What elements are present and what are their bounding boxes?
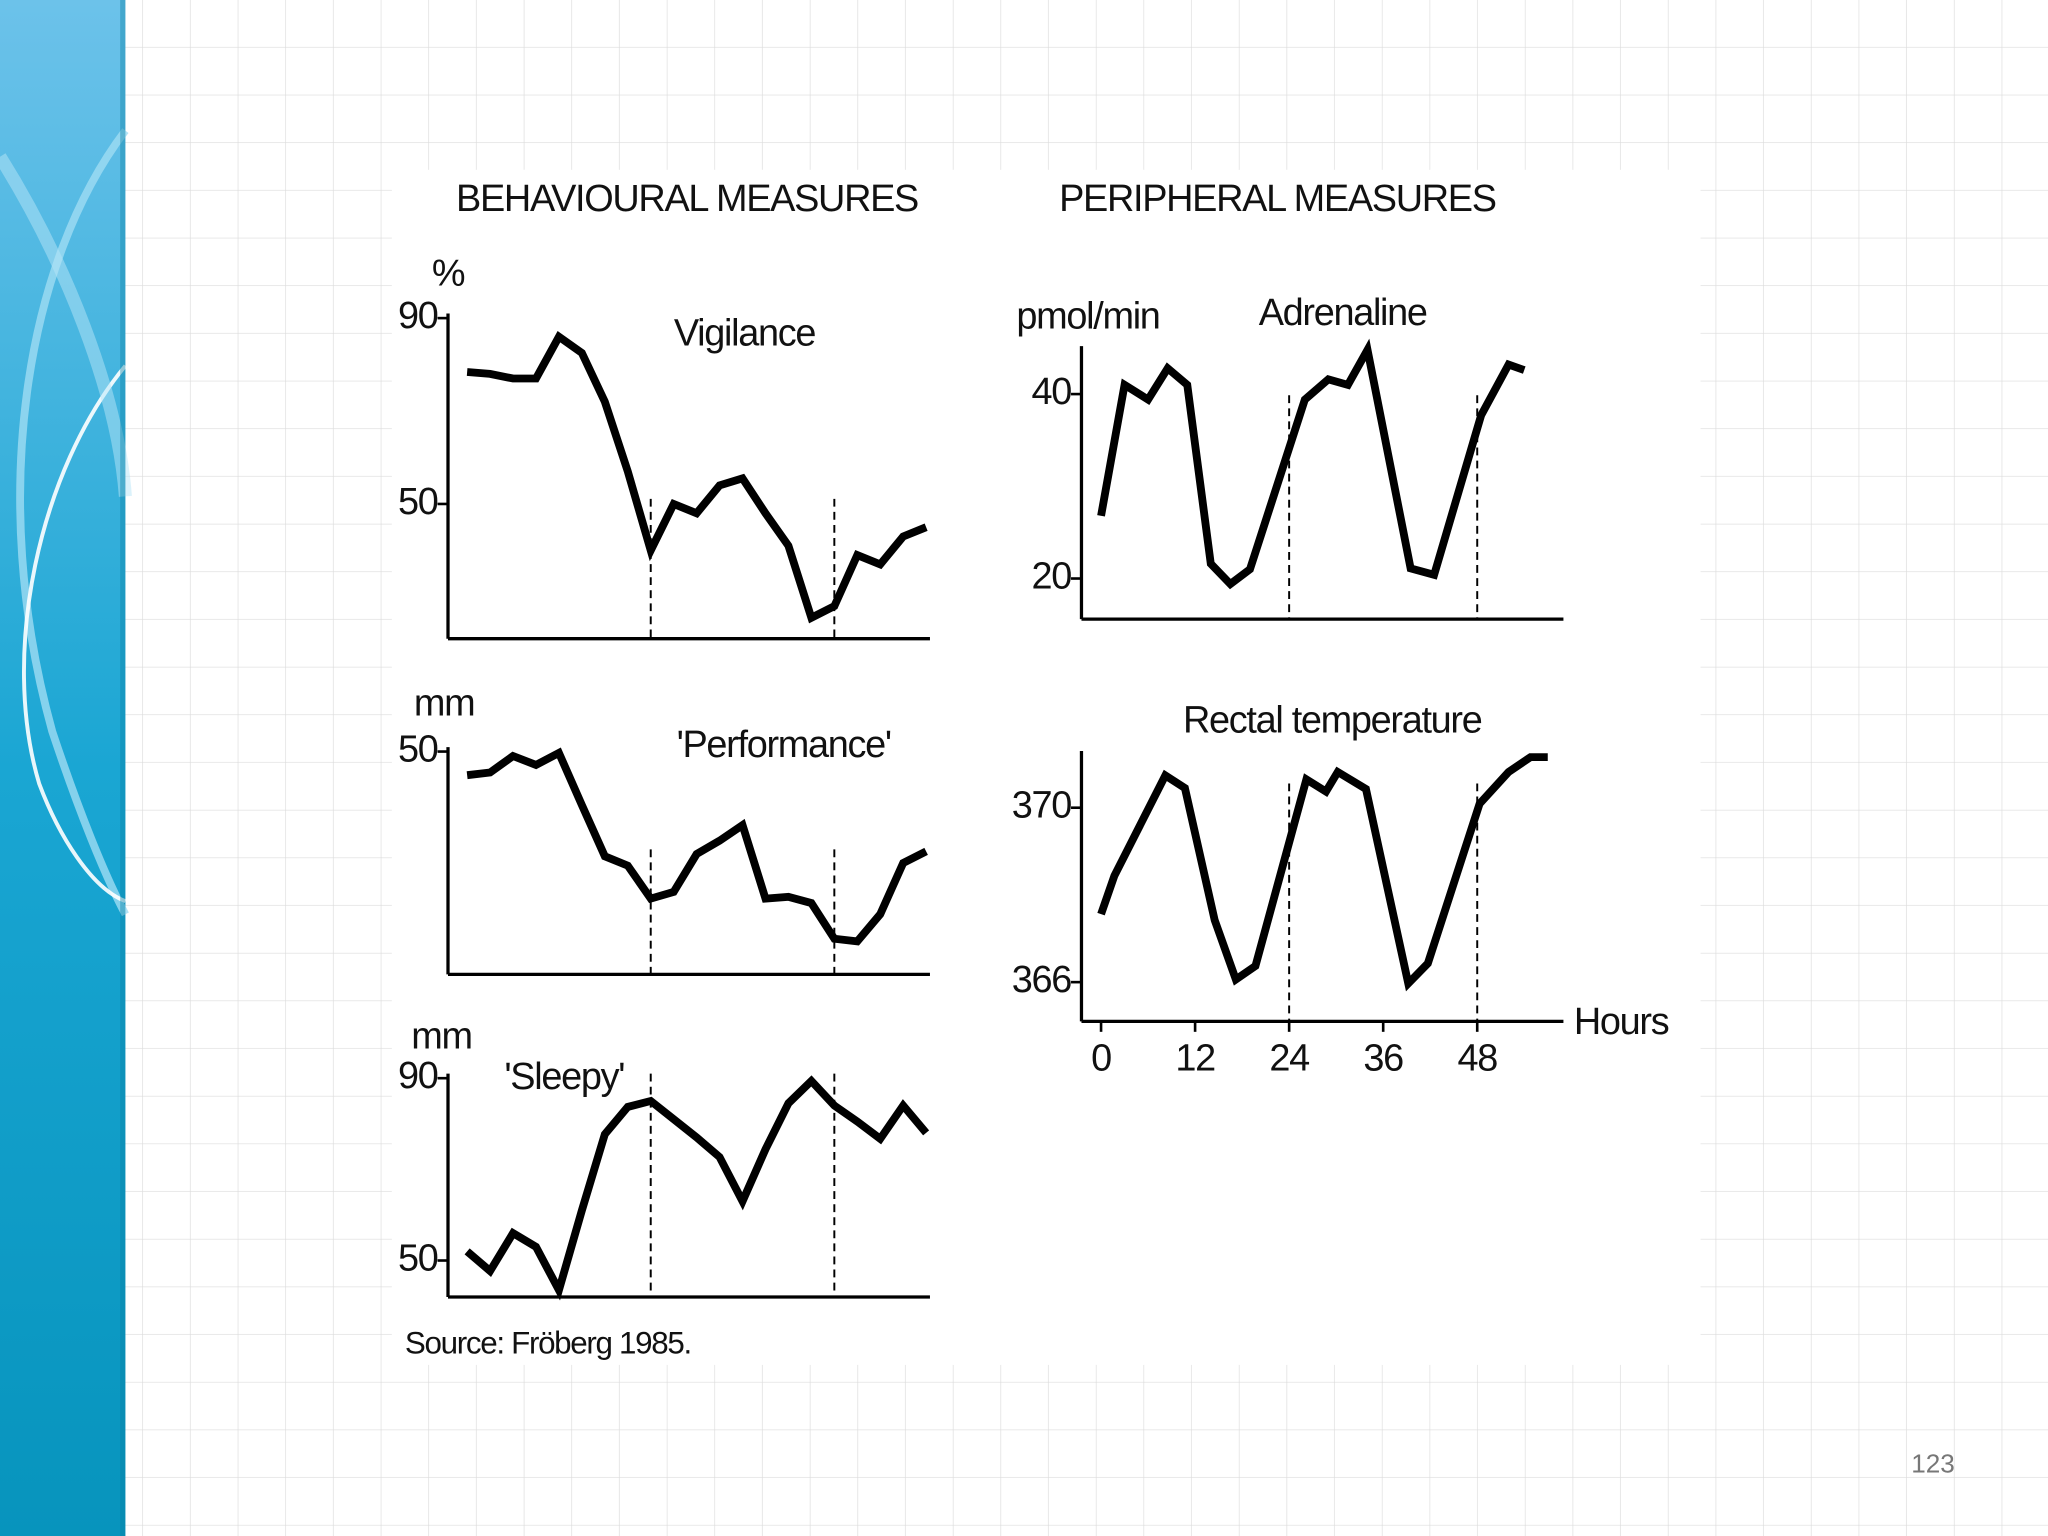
side-band [0,0,132,1536]
page-number: 123 [1911,1448,1955,1478]
y-tick-label: 370 [1012,785,1071,827]
chart-title: 'Sleepy' [504,1056,624,1098]
data-line [466,747,928,946]
y-tick-label: 50 [398,481,438,523]
y-tick-label: 50 [398,1238,438,1280]
x-tick-label: 36 [1363,1038,1403,1080]
chart-title: Rectal temperature [1183,699,1482,741]
chart-title: 'Performance' [677,724,891,766]
x-tick-label: 0 [1091,1038,1111,1080]
figure-panel [391,169,1701,1365]
y-tick-label: 50 [398,729,438,771]
data-line [466,330,928,624]
y-axis-label: % [432,253,465,295]
source-note: Source: Fröberg 1985. [405,1326,691,1361]
y-axis-label: mm [414,682,474,724]
y-tick-label: 366 [1012,959,1071,1001]
chart-title: Adrenaline [1259,292,1427,334]
y-tick-label: 20 [1032,556,1072,598]
x-tick-label: 48 [1457,1038,1497,1080]
data-line [464,1075,930,1301]
y-tick-label: 90 [398,1055,438,1097]
data-line [1097,753,1548,992]
section-heading: PERIPHERAL MEASURES [1059,178,1496,220]
x-tick-label: 12 [1175,1038,1215,1080]
x-tick-label: 24 [1269,1038,1309,1080]
y-axis-label: pmol/min [1016,296,1159,338]
y-axis-label: mm [411,1015,471,1057]
y-tick-label: 90 [398,295,438,337]
data-line [1097,338,1526,590]
section-heading: BEHAVIOURAL MEASURES [456,178,918,220]
y-tick-label: 40 [1032,371,1072,413]
chart-title: Vigilance [674,313,815,355]
x-axis-label: Hours [1574,1001,1669,1043]
